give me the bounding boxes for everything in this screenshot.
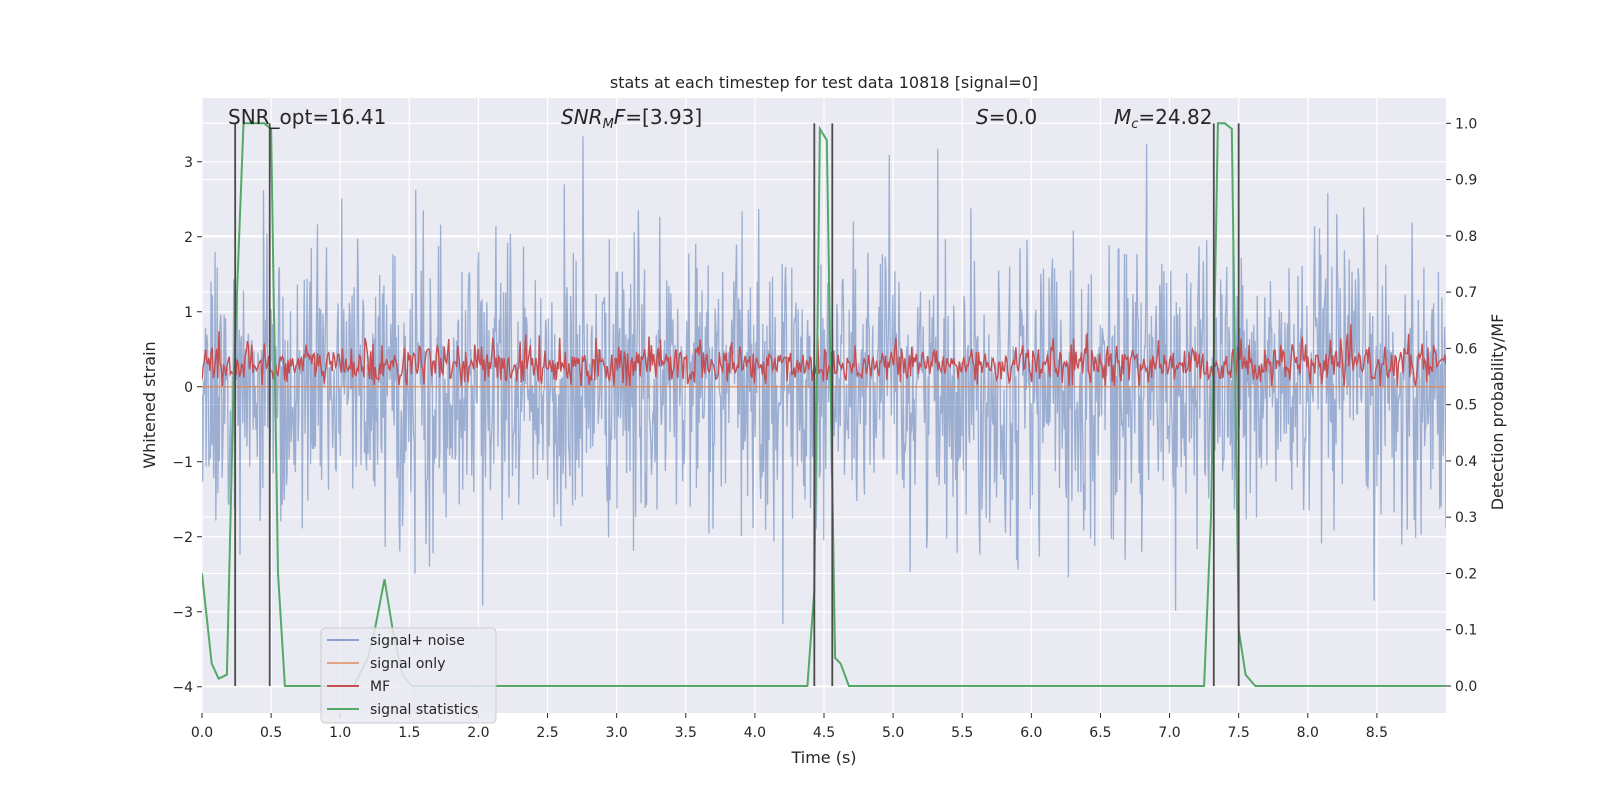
y-tick-label-right: 0.4 [1455, 454, 1477, 470]
y-tick-label-right: 0.7 [1455, 285, 1477, 301]
y-tick-label-right: 0.3 [1455, 510, 1477, 526]
x-tick-label: 4.0 [744, 725, 766, 741]
x-tick-label: 8.0 [1297, 725, 1319, 741]
x-tick-label: 5.5 [951, 725, 973, 741]
y-tick-label: 1 [184, 305, 193, 321]
annotation-s: S=0.0 [976, 105, 1037, 129]
x-tick-label: 6.0 [1020, 725, 1042, 741]
x-tick-label: 1.0 [329, 725, 351, 741]
ticks: 0.0 0.5 1.0 1.5 2.0 2.5 3.0 3.5 4.0 4.5 5.0 5.5 6.0 6… [172, 116, 1477, 741]
y-tick-label: 0 [184, 380, 193, 396]
x-axis-label: Time (s) [790, 748, 856, 767]
x-tick-label: 7.5 [1228, 725, 1250, 741]
y-tick-label: 3 [184, 155, 193, 171]
y-tick-label: −4 [172, 680, 193, 696]
legend-label-signal-only: signal only [370, 656, 445, 672]
y-tick-label: 2 [184, 230, 193, 246]
y-tick-label-right: 0.2 [1455, 566, 1477, 582]
annotation-snr-mf-value: =[3.93] [625, 105, 702, 129]
x-tick-label: 8.5 [1366, 725, 1388, 741]
y-tick-label: −2 [172, 530, 193, 546]
y-axis-label: Whitened strain [140, 341, 159, 468]
x-tick-label: 3.5 [675, 725, 697, 741]
annotation-snr-opt: SNR_opt=16.41 [228, 105, 386, 129]
y-tick-label: −3 [172, 605, 193, 621]
x-tick-label: 5.0 [882, 725, 904, 741]
annotation-mc: Mc=24.82 [1114, 105, 1212, 132]
x-tick-label: 1.5 [398, 725, 420, 741]
legend-label-signal-noise: signal+ noise [370, 633, 465, 649]
y-tick-label: −1 [172, 455, 193, 471]
chart-title: stats at each timestep for test data 108… [610, 73, 1038, 92]
x-tick-label: 7.0 [1158, 725, 1180, 741]
y-tick-label-right: 0.1 [1455, 623, 1477, 639]
x-tick-label: 6.5 [1089, 725, 1111, 741]
x-tick-label: 2.5 [536, 725, 558, 741]
vertical-markers [234, 123, 1240, 686]
legend-label-signal-statistics: signal statistics [370, 702, 478, 718]
y-tick-label-right: 0.5 [1455, 398, 1477, 414]
y-tick-label-right: 0.0 [1455, 679, 1477, 695]
y-axis-label-right: Detection probability/MF [1488, 314, 1507, 511]
x-tick-label: 0.5 [260, 725, 282, 741]
legend-box [320, 627, 497, 724]
annotation-snr-mf: SNRMF=[3.93] [561, 105, 702, 132]
y-tick-label-right: 0.9 [1455, 173, 1477, 189]
legend: signal+ noise signal only MF signal stat… [320, 627, 497, 724]
x-tick-label: 2.0 [467, 725, 489, 741]
y-tick-label-right: 0.6 [1455, 341, 1477, 357]
y-tick-label-right: 0.8 [1455, 229, 1477, 245]
y-tick-label-right: 1.0 [1455, 116, 1477, 132]
x-tick-label: 3.0 [606, 725, 628, 741]
legend-label-mf: MF [370, 679, 390, 695]
x-tick-label: 4.5 [813, 725, 835, 741]
annotation-s-value: =0.0 [989, 105, 1038, 129]
annotation-mc-value: =24.82 [1138, 105, 1212, 129]
x-tick-label: 0.0 [191, 725, 213, 741]
